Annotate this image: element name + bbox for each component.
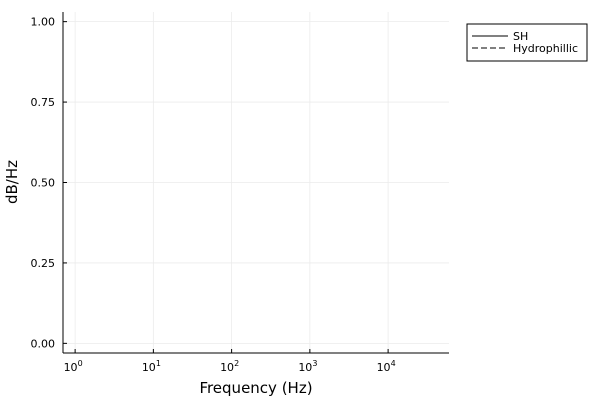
y-tick-label: 0.50 bbox=[31, 177, 56, 190]
grid bbox=[63, 12, 449, 353]
x-axis-label: Frequency (Hz) bbox=[199, 379, 312, 397]
legend: SH Hydrophillic bbox=[466, 23, 588, 62]
legend-box bbox=[466, 23, 588, 62]
legend-label-sh: SH bbox=[513, 30, 528, 43]
x-tick-exponent: 2 bbox=[234, 359, 239, 368]
y-tick-label: 1.00 bbox=[31, 16, 56, 29]
x-tick-base: 10 bbox=[64, 361, 78, 374]
axes bbox=[62, 12, 449, 354]
x-tick-base: 10 bbox=[142, 361, 156, 374]
legend-label-hydrophillic: Hydrophillic bbox=[513, 42, 578, 55]
x-tick-base: 10 bbox=[377, 361, 391, 374]
x-tick-label: 102 bbox=[220, 359, 239, 374]
x-tick-label: 103 bbox=[298, 359, 317, 374]
x-tick-label: 101 bbox=[142, 359, 161, 374]
x-tick-exponent: 1 bbox=[156, 359, 161, 368]
y-tick-label: 0.00 bbox=[31, 337, 56, 350]
y-tick-label: 0.75 bbox=[31, 96, 56, 109]
x-tick-exponent: 4 bbox=[391, 359, 396, 368]
y-axis-label: dB/Hz bbox=[3, 160, 21, 204]
x-tick-base: 10 bbox=[298, 361, 312, 374]
x-tick-label: 104 bbox=[377, 359, 396, 374]
x-tick-exponent: 3 bbox=[312, 359, 317, 368]
y-tick-label: 0.25 bbox=[31, 257, 56, 270]
x-tick-exponent: 0 bbox=[78, 359, 83, 368]
x-tick-label: 100 bbox=[64, 359, 83, 374]
x-tick-base: 10 bbox=[220, 361, 234, 374]
